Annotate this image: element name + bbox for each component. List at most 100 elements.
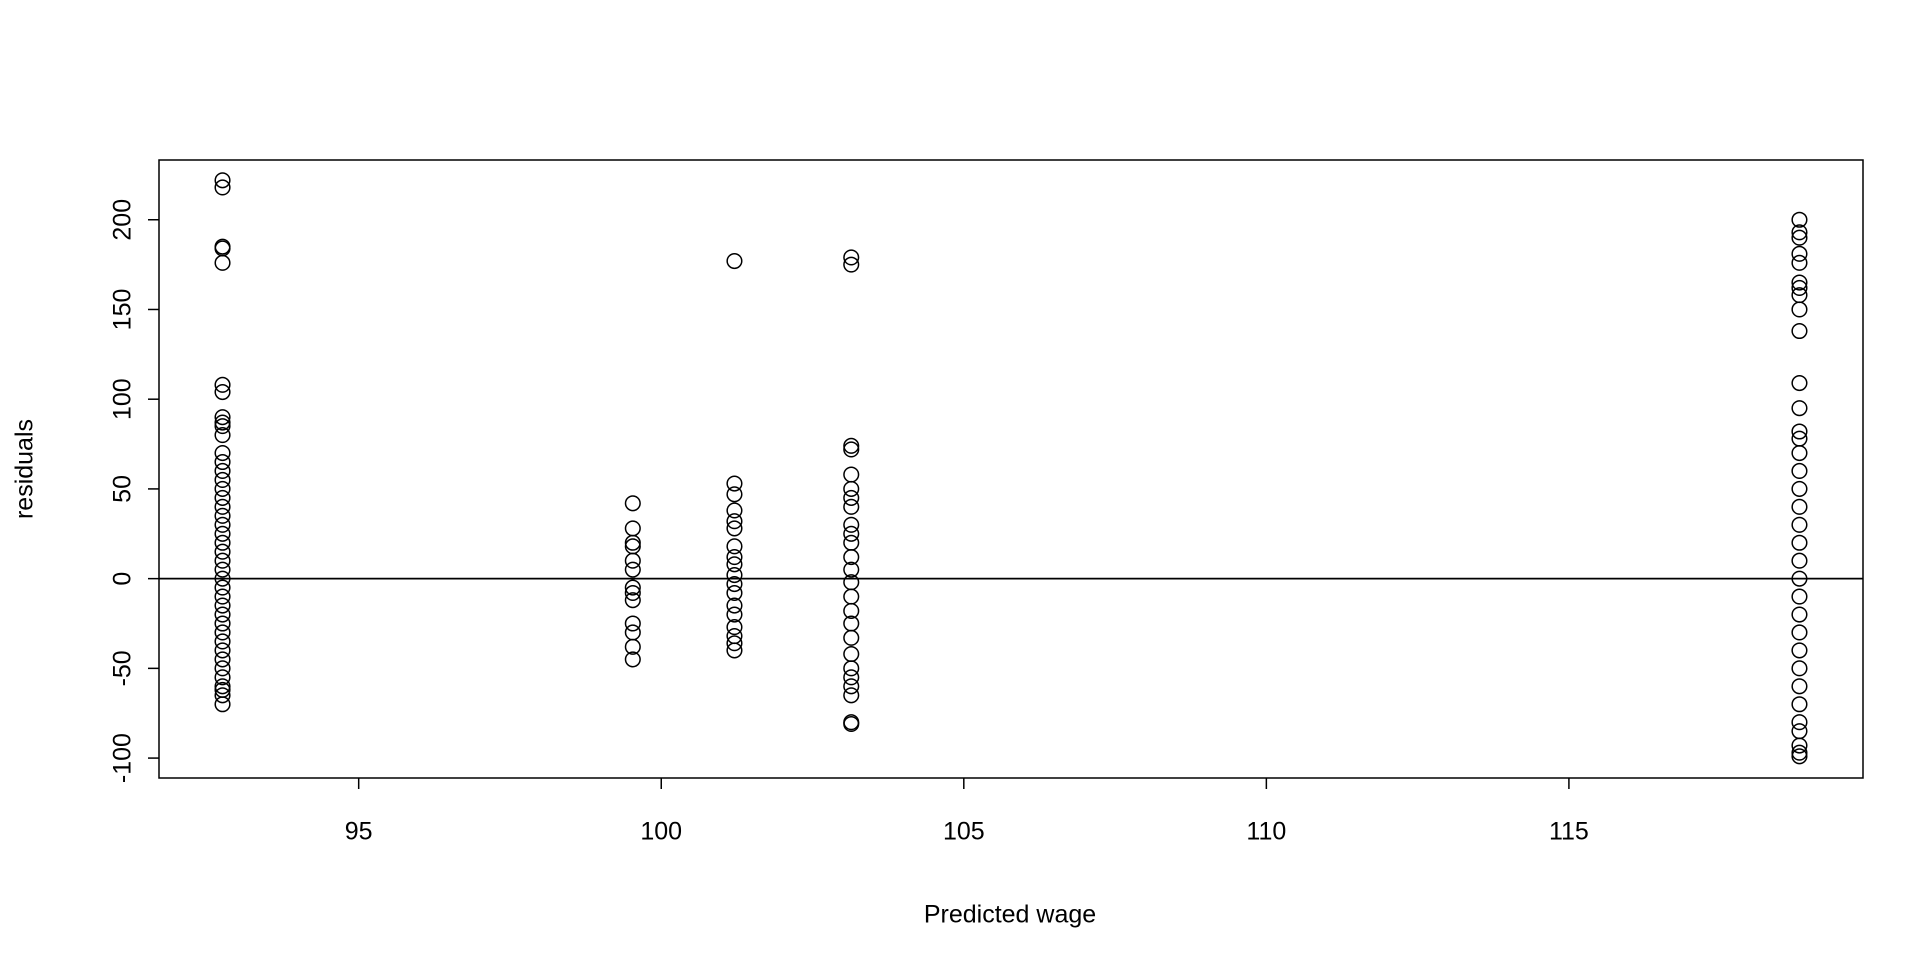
point [1791,423,1808,440]
point [214,633,231,650]
point [214,418,231,435]
point [843,256,860,273]
point [214,687,231,704]
point [214,498,231,515]
point [843,489,860,506]
point [214,588,231,605]
point [843,534,860,551]
point [1791,374,1808,392]
point [843,669,860,686]
point [1791,588,1808,605]
point [843,715,860,733]
point [214,570,231,587]
point [1791,748,1808,765]
y-tick-label: -50 [109,650,137,686]
point [214,414,231,431]
y-tick-label: 200 [109,199,137,241]
point [726,619,743,636]
point [214,651,231,668]
point [726,520,743,537]
point [843,687,860,704]
point [1791,516,1808,533]
point [1791,480,1808,497]
point [1791,245,1808,262]
point [1791,279,1808,296]
point [843,466,860,483]
point [726,556,743,573]
point [726,567,743,584]
point [843,645,860,663]
point [843,516,860,533]
point [624,538,641,555]
point [1791,606,1808,623]
point [214,606,231,623]
point [214,669,231,686]
point [843,525,860,542]
point [843,441,860,458]
point [624,651,641,668]
point [214,660,231,677]
y-tick-label: 50 [109,475,137,503]
point [843,561,860,578]
point [214,615,231,632]
point [843,660,860,677]
point [843,498,860,515]
point [624,592,641,609]
y-axis-label: residuals [11,419,39,519]
point [726,486,743,503]
x-tick-label: 105 [943,818,985,846]
point [843,480,860,497]
point [624,534,641,551]
y-tick-label: 150 [109,289,137,331]
point [726,584,743,602]
point [1791,229,1808,246]
point [214,480,231,497]
point [726,575,743,593]
point [214,579,231,596]
point [214,561,231,578]
point [843,602,860,619]
point [624,579,641,596]
point [726,513,743,530]
point [1791,462,1808,480]
point [726,635,743,652]
point [214,525,231,542]
point [1791,737,1808,754]
point [1791,274,1808,291]
point [214,376,231,393]
x-tick-label: 100 [640,818,682,846]
point [843,249,860,266]
point [214,534,231,551]
point [214,409,231,426]
point [1791,714,1808,731]
point [843,629,860,646]
point [214,172,231,189]
point [843,678,860,695]
point [214,516,231,533]
point [1791,552,1808,569]
point [214,552,231,569]
point [214,624,231,641]
point [214,471,231,488]
point [624,624,641,641]
point [1791,444,1808,462]
point [214,179,231,196]
point [1791,211,1808,228]
point [624,520,641,537]
point [1791,301,1808,318]
point [1791,678,1808,695]
point [1791,660,1808,677]
point [1791,498,1808,515]
point [1791,322,1808,340]
x-tick-label: 95 [345,818,373,846]
point [726,642,743,659]
point [214,507,231,524]
x-tick-label: 110 [1246,818,1286,846]
point [624,584,641,602]
point [214,696,231,713]
point [843,588,860,605]
point [214,453,231,471]
point [624,552,641,569]
point [1791,642,1808,659]
point [726,597,743,614]
